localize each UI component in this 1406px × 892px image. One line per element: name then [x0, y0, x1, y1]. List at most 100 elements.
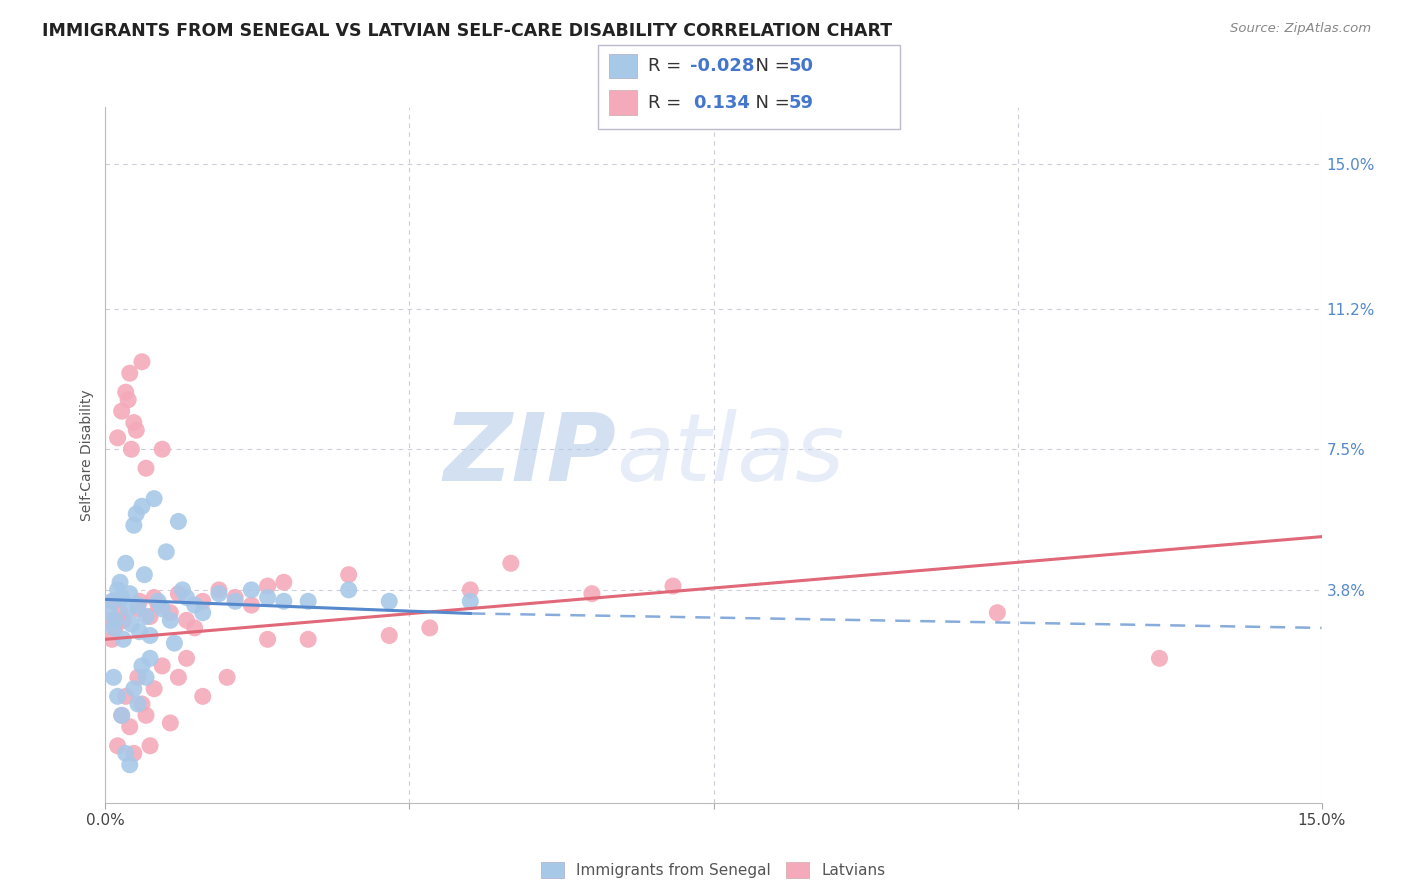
Point — [122, 747, 145, 761]
Point — [155, 545, 177, 559]
Point — [146, 598, 169, 612]
Point — [120, 617, 142, 632]
Point — [458, 582, 481, 597]
Point — [337, 582, 360, 597]
Point — [111, 404, 134, 418]
Text: R =: R = — [648, 94, 693, 112]
Point — [122, 518, 145, 533]
Point — [98, 606, 121, 620]
Point — [581, 587, 603, 601]
Point — [183, 621, 205, 635]
Point — [112, 632, 135, 647]
Point — [150, 659, 173, 673]
Point — [172, 582, 194, 597]
Point — [118, 757, 141, 772]
Point — [114, 690, 136, 704]
Point — [297, 632, 319, 647]
Point — [135, 670, 157, 684]
Point — [224, 594, 246, 608]
Point — [273, 594, 295, 608]
Point — [150, 602, 173, 616]
Point — [176, 651, 198, 665]
Point — [117, 392, 139, 407]
Point — [122, 681, 145, 696]
Text: IMMIGRANTS FROM SENEGAL VS LATVIAN SELF-CARE DISABILITY CORRELATION CHART: IMMIGRANTS FROM SENEGAL VS LATVIAN SELF-… — [42, 22, 893, 40]
Point — [107, 739, 129, 753]
Point — [131, 697, 153, 711]
Point — [131, 659, 153, 673]
Point — [118, 366, 141, 380]
Point — [143, 591, 166, 605]
Point — [159, 606, 181, 620]
Point — [114, 556, 136, 570]
Point — [111, 708, 134, 723]
Point — [146, 594, 169, 608]
Point — [167, 670, 190, 684]
Point — [120, 442, 142, 457]
Point — [122, 416, 145, 430]
Point — [224, 591, 246, 605]
Text: ZIP: ZIP — [443, 409, 616, 501]
Point — [127, 670, 149, 684]
Point — [134, 567, 156, 582]
Point — [117, 602, 139, 616]
Point — [297, 594, 319, 608]
Point — [125, 423, 148, 437]
Point — [107, 690, 129, 704]
Point — [135, 609, 157, 624]
Point — [1149, 651, 1171, 665]
Point — [337, 567, 360, 582]
Point — [108, 575, 131, 590]
Point — [240, 582, 263, 597]
Point — [111, 591, 134, 605]
Point — [217, 670, 239, 684]
Point — [114, 747, 136, 761]
Point — [256, 591, 278, 605]
Point — [125, 507, 148, 521]
Point — [139, 739, 162, 753]
Text: N =: N = — [744, 57, 796, 75]
Point — [208, 587, 231, 601]
Point — [139, 628, 162, 642]
Point — [159, 613, 181, 627]
Point — [118, 720, 141, 734]
Text: -0.028: -0.028 — [690, 57, 755, 75]
Text: N =: N = — [744, 94, 796, 112]
Point — [986, 606, 1008, 620]
Point — [128, 594, 150, 608]
Point — [111, 708, 134, 723]
Point — [208, 582, 231, 597]
Point — [103, 621, 125, 635]
Text: 50: 50 — [789, 57, 814, 75]
Point — [104, 621, 127, 635]
Point — [107, 582, 129, 597]
Point — [103, 670, 125, 684]
Point — [143, 491, 166, 506]
Point — [131, 500, 153, 514]
Point — [143, 681, 166, 696]
Point — [256, 579, 278, 593]
Legend: Immigrants from Senegal, Latvians: Immigrants from Senegal, Latvians — [534, 855, 893, 886]
Point — [159, 715, 181, 730]
Point — [118, 587, 141, 601]
Point — [191, 594, 214, 608]
Point — [458, 594, 481, 608]
Point — [256, 632, 278, 647]
Point — [128, 624, 150, 639]
Point — [103, 594, 125, 608]
Point — [127, 598, 149, 612]
Point — [499, 556, 522, 570]
Point — [101, 594, 124, 608]
Point — [104, 613, 127, 627]
Point — [108, 606, 131, 620]
Point — [163, 636, 186, 650]
Point — [191, 606, 214, 620]
Point — [273, 575, 295, 590]
Point — [167, 587, 190, 601]
Point — [139, 651, 162, 665]
Point — [378, 594, 401, 608]
Point — [150, 442, 173, 457]
Point — [378, 628, 401, 642]
Point — [127, 602, 149, 616]
Point — [114, 385, 136, 400]
